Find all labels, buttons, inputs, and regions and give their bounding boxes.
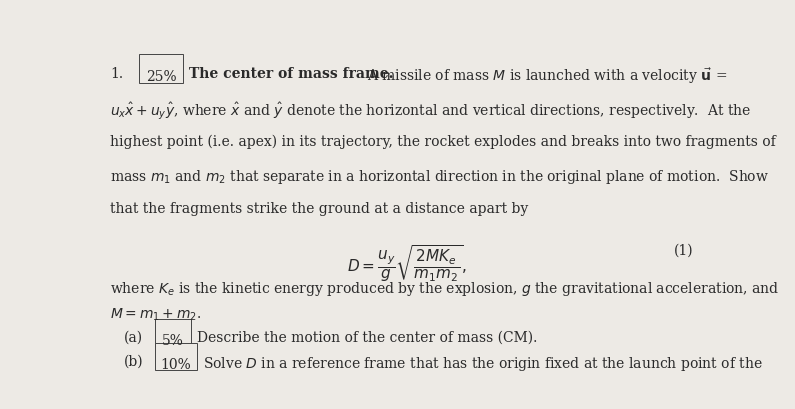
Text: $u_x\hat{x} + u_y\hat{y}$, where $\hat{x}$ and $\hat{y}$ denote the horizontal a: $u_x\hat{x} + u_y\hat{y}$, where $\hat{x…	[111, 100, 752, 121]
FancyBboxPatch shape	[155, 319, 191, 347]
Text: where $K_e$ is the kinetic energy produced by the explosion, $g$ the gravitation: where $K_e$ is the kinetic energy produc…	[111, 280, 780, 298]
FancyBboxPatch shape	[155, 344, 196, 371]
Text: Solve $D$ in a reference frame that has the origin fixed at the launch point of : Solve $D$ in a reference frame that has …	[203, 354, 762, 372]
Text: A missile of mass $M$ is launched with a velocity $\vec{\mathbf{u}}$ =: A missile of mass $M$ is launched with a…	[367, 66, 727, 86]
Text: that the fragments strike the ground at a distance apart by: that the fragments strike the ground at …	[111, 201, 529, 215]
Text: highest point (i.e. apex) in its trajectory, the rocket explodes and breaks into: highest point (i.e. apex) in its traject…	[111, 134, 776, 148]
Text: 5%: 5%	[162, 333, 184, 347]
FancyBboxPatch shape	[139, 55, 183, 84]
Text: 1.: 1.	[111, 66, 123, 80]
Text: mass $m_1$ and $m_2$ that separate in a horizontal direction in the original pla: mass $m_1$ and $m_2$ that separate in a …	[111, 168, 770, 185]
Text: (1): (1)	[674, 243, 694, 257]
Text: (b): (b)	[124, 354, 144, 368]
Text: Describe the motion of the center of mass (CM).: Describe the motion of the center of mas…	[196, 330, 537, 344]
Text: $M = m_1 + m_2$.: $M = m_1 + m_2$.	[111, 306, 202, 322]
Text: 25%: 25%	[145, 70, 176, 84]
Text: $D = \dfrac{u_y}{g}\sqrt{\dfrac{2MK_e}{m_1 m_2}},$: $D = \dfrac{u_y}{g}\sqrt{\dfrac{2MK_e}{m…	[347, 243, 467, 283]
Text: (a): (a)	[124, 330, 143, 344]
Text: 10%: 10%	[161, 357, 191, 371]
Text: The center of mass frame.: The center of mass frame.	[188, 66, 394, 80]
